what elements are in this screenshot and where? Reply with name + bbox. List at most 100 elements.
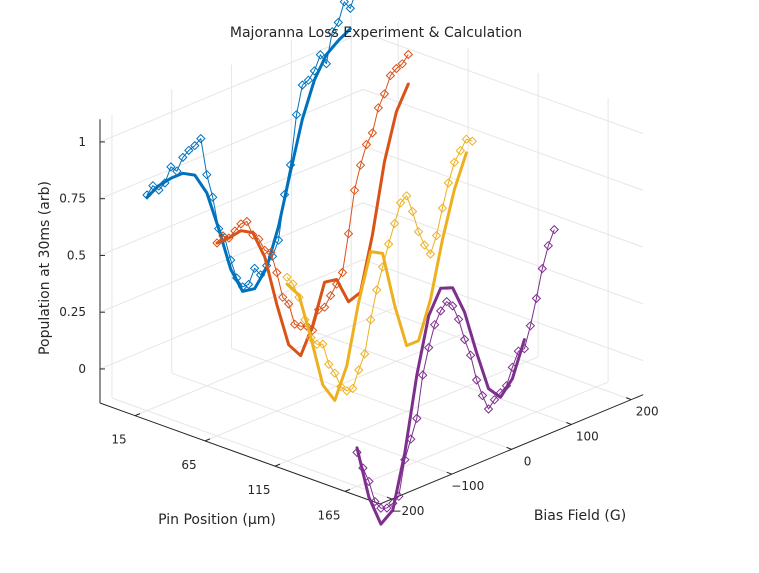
measured-line (146, 0, 354, 288)
measured-point (309, 66, 320, 76)
measured-point (231, 273, 242, 283)
measured-point (225, 255, 236, 265)
measured-point (266, 247, 276, 258)
measured-point (495, 387, 506, 398)
z-axis-label: Population at 30ms (arb) (37, 181, 53, 355)
grid-line-z-back (362, 145, 644, 248)
measured-point (184, 145, 194, 156)
series-group (142, 0, 560, 526)
measured-line (216, 54, 409, 331)
calculated-line (215, 82, 410, 358)
measured-point (207, 192, 218, 202)
measured-point (382, 503, 392, 513)
measured-point (339, 0, 350, 7)
measured-point (425, 249, 436, 259)
x-axis-line (99, 402, 381, 505)
measured-point (336, 381, 346, 392)
measured-point (331, 279, 342, 289)
z-tick-label: 0.5 (67, 248, 86, 262)
series-0 (142, 0, 356, 293)
measured-point (297, 80, 308, 90)
measured-point (507, 362, 518, 373)
measured-point (325, 290, 336, 301)
measured-point (294, 292, 304, 303)
series-2 (282, 134, 478, 402)
measured-point (549, 224, 560, 235)
measured-point (407, 206, 418, 217)
y-tick-labels: −200 −100 0 100 200 (391, 405, 658, 518)
measured-point (461, 134, 472, 144)
measured-point (397, 59, 408, 69)
measured-point (255, 270, 266, 280)
measured-point (333, 17, 344, 28)
measured-point (406, 434, 416, 444)
y-tick-label: 0 (524, 454, 532, 468)
measured-point (373, 103, 384, 113)
measured-point (355, 160, 366, 170)
series-1 (212, 49, 414, 358)
measured-point (288, 279, 298, 289)
measured-point (383, 239, 394, 249)
measured-point (327, 26, 338, 37)
measured-point (429, 319, 440, 330)
measured-point (289, 319, 300, 329)
x-tick-label: 165 (318, 508, 341, 522)
measured-point (459, 334, 470, 345)
measured-point (148, 180, 158, 191)
measured-point (379, 89, 390, 99)
measured-point (172, 166, 182, 176)
y-tick (625, 397, 632, 401)
measured-point (437, 203, 448, 213)
measured-point (364, 476, 374, 487)
y-tick (386, 496, 393, 500)
grid-line-z-back (362, 88, 644, 191)
measured-point (447, 301, 458, 311)
measured-point (435, 306, 446, 316)
measured-point (249, 263, 260, 274)
measured-point (477, 390, 488, 401)
measured-point (353, 365, 364, 375)
measured-point (230, 226, 240, 236)
calculated-line (285, 151, 468, 402)
grid-lines (99, 14, 644, 500)
measured-point (154, 185, 164, 195)
grid-line-z-back (362, 202, 644, 305)
measured-point (324, 359, 334, 370)
measured-point (254, 234, 264, 244)
measured-point (525, 321, 536, 331)
measured-point (160, 178, 170, 188)
measured-point (272, 267, 282, 278)
y-axis-label: Bias Field (G) (534, 508, 626, 524)
calculated-line (145, 27, 352, 293)
measured-point (190, 140, 200, 151)
z-tick-label: 1 (78, 135, 86, 149)
x-axis-label: Pin Position (μm) (158, 512, 276, 528)
measured-point (330, 368, 340, 378)
x-tick-labels: 15 65 115 165 (111, 433, 340, 523)
measured-point (431, 230, 442, 241)
measured-point (467, 136, 478, 146)
y-tick-label: −100 (451, 479, 484, 493)
y-tick-label: −200 (391, 504, 424, 518)
measured-point (306, 332, 316, 343)
measured-point (389, 218, 400, 229)
measured-point (196, 133, 206, 144)
measured-point (377, 262, 388, 272)
measured-point (243, 279, 254, 290)
measured-point (401, 191, 412, 201)
y-tick (446, 471, 452, 475)
measured-point (142, 190, 152, 200)
measured-point (471, 375, 482, 385)
measured-point (300, 315, 310, 325)
measured-point (455, 145, 466, 156)
measured-point (321, 58, 332, 69)
measured-point (345, 3, 356, 14)
grid-line-y-floor (350, 298, 632, 401)
measured-point (385, 70, 396, 81)
measured-point (337, 267, 348, 278)
measured-point (501, 380, 512, 391)
measured-point (371, 285, 382, 295)
x-tick (204, 438, 211, 442)
measured-point (483, 404, 494, 414)
measured-point (352, 447, 362, 458)
